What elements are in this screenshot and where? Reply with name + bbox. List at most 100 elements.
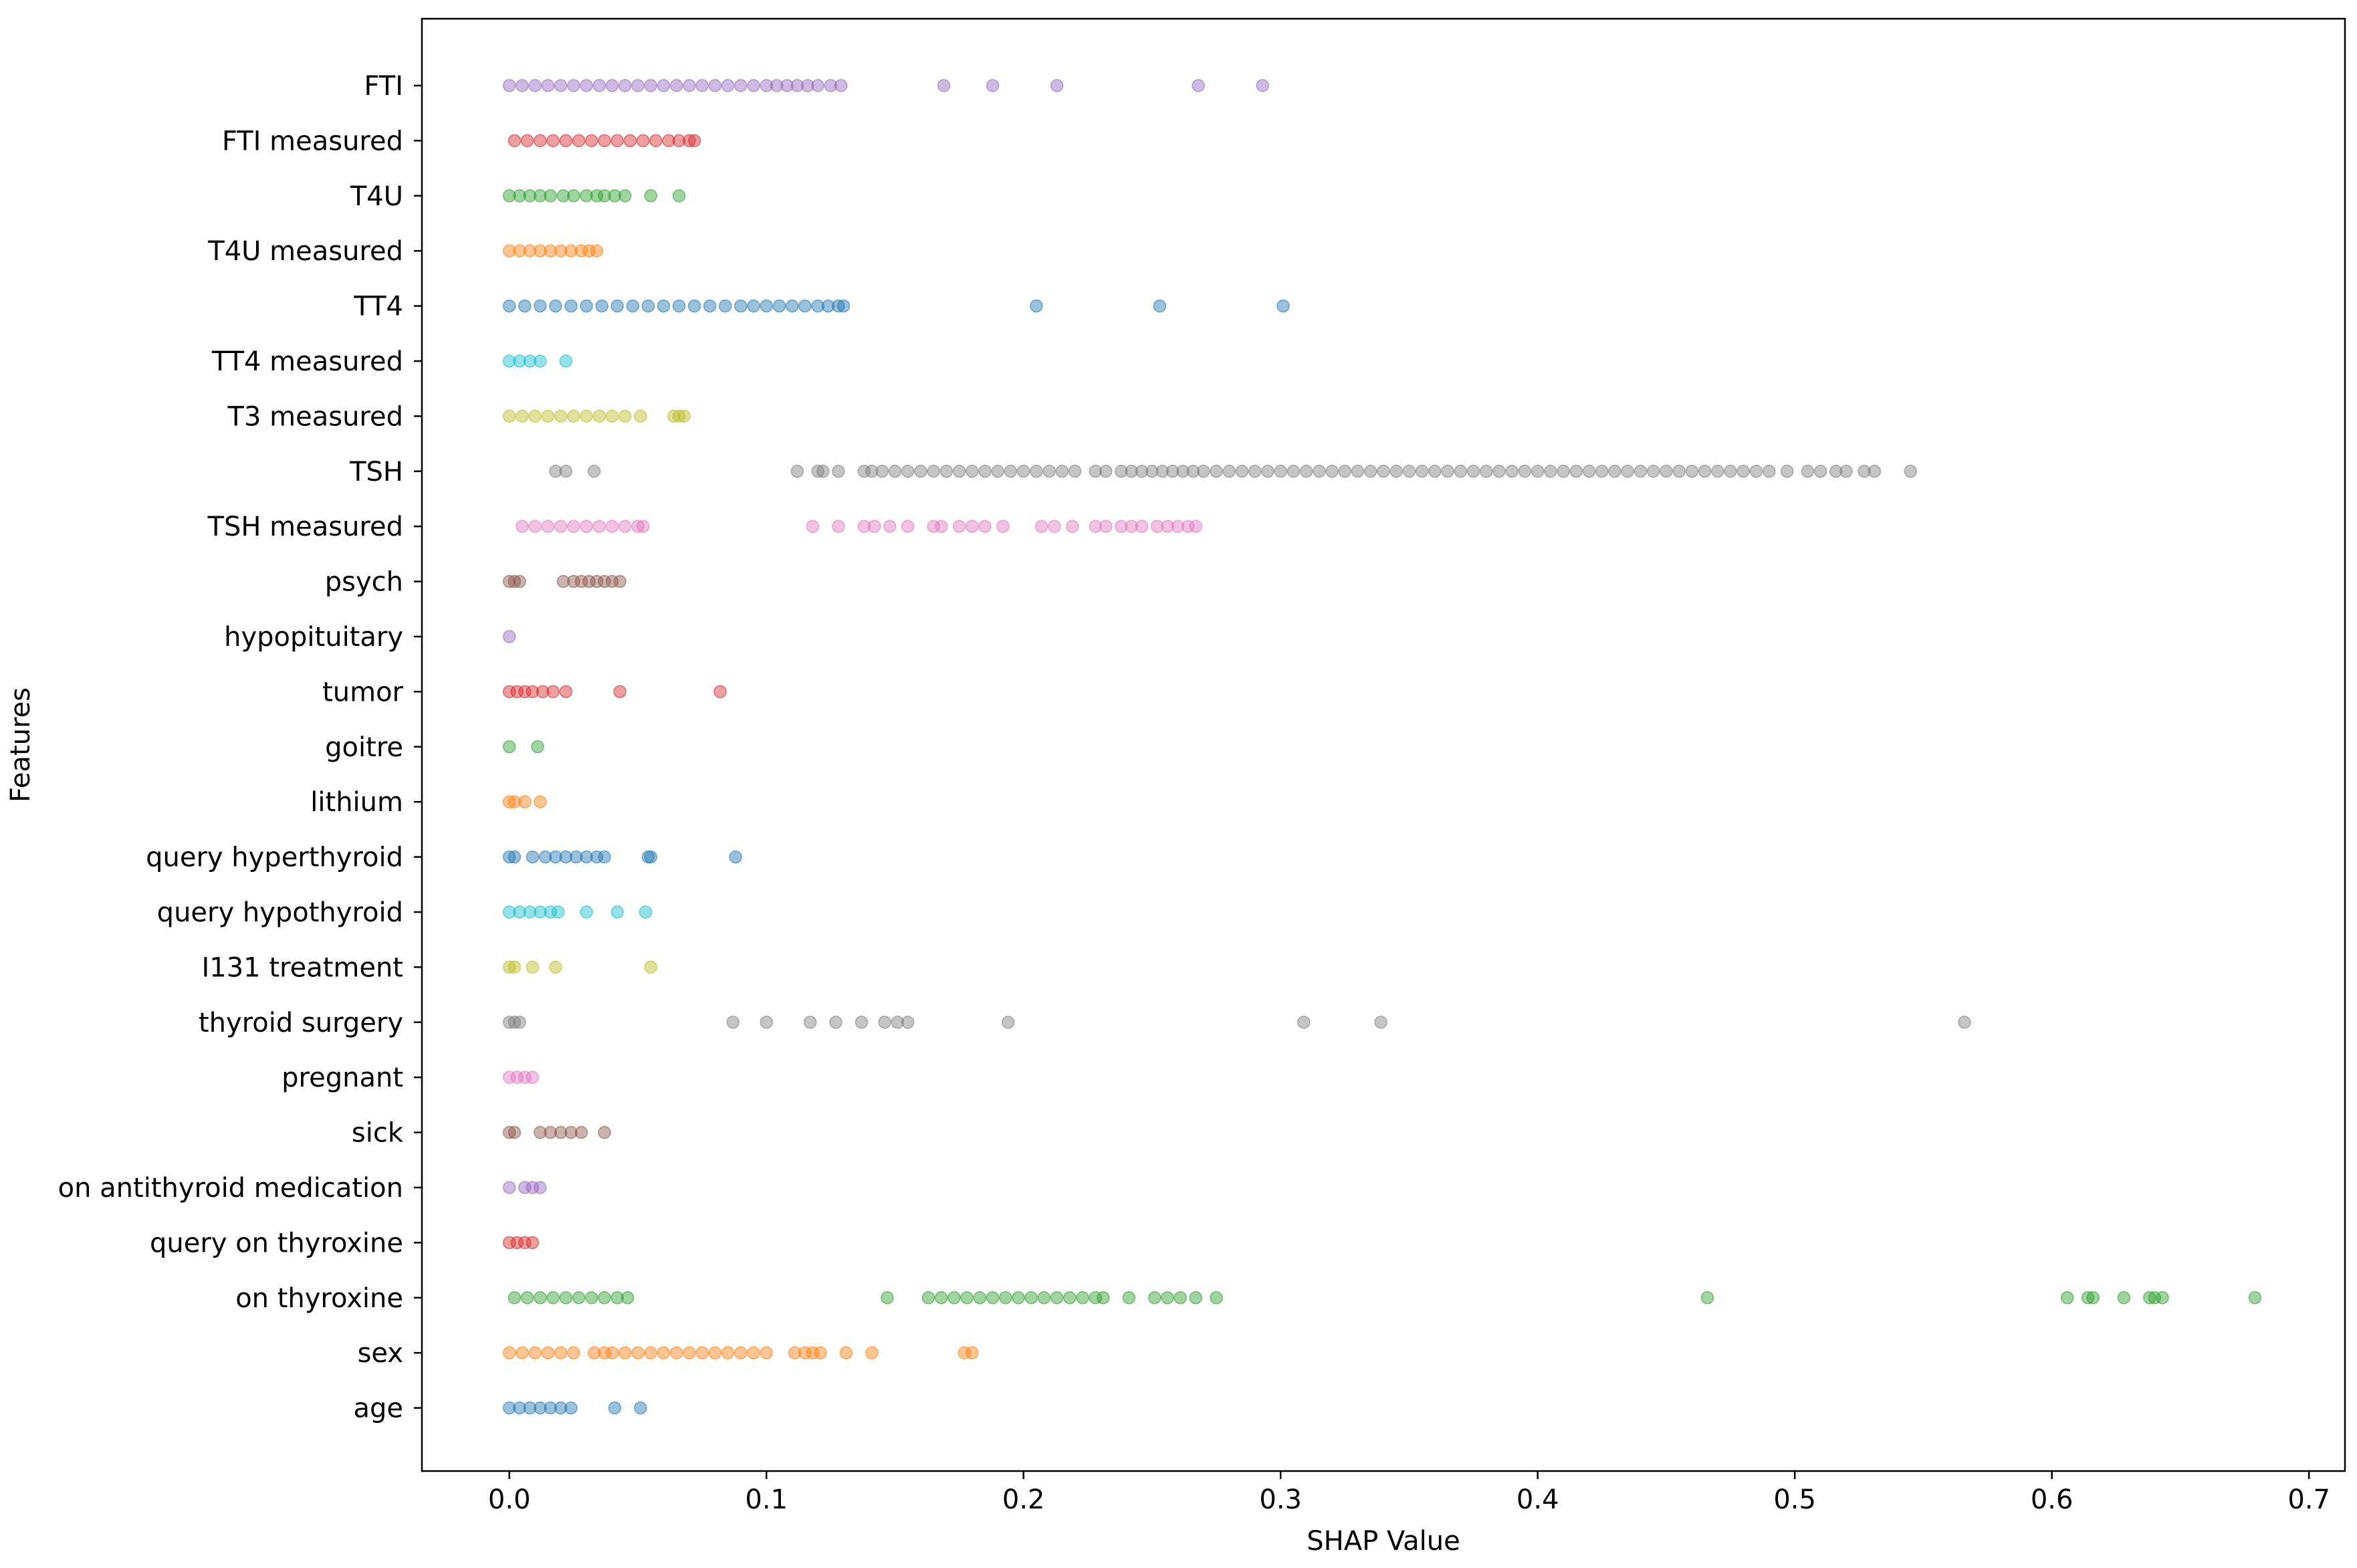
point-thyroid-surgery-10	[901, 1016, 915, 1029]
point-on-thyroxine-30	[1189, 1291, 1203, 1305]
point-fti-32	[1256, 79, 1270, 92]
point-tsh-20	[1016, 465, 1030, 478]
y-tick-label-t3-measured: T3 measured	[227, 401, 403, 432]
point-fti-28	[937, 79, 951, 92]
point-t4u-measured-3	[534, 244, 547, 257]
point-tsh-12	[914, 465, 927, 478]
point-thyroid-surgery-8	[878, 1016, 891, 1029]
point-tumor-8	[713, 685, 727, 699]
point-on-thyroxine-32	[1700, 1291, 1714, 1305]
point-lithium-2	[518, 795, 532, 808]
y-axis-title: Features	[5, 687, 36, 802]
point-tsh-25	[1089, 465, 1103, 478]
point-i131-treatment-2	[526, 960, 540, 974]
point-sex-13	[669, 1346, 683, 1359]
point-tsh-37	[1222, 465, 1236, 478]
point-tt4-22	[821, 299, 835, 313]
point-on-thyroxine-21	[1050, 1291, 1064, 1305]
point-tt4-13	[703, 299, 717, 313]
y-tick-label-sick: sick	[352, 1118, 404, 1149]
point-fti-2	[528, 79, 542, 92]
point-tt4-20	[798, 299, 812, 313]
y-tick-label-tt4-measured: TT4 measured	[211, 346, 403, 377]
point-t4u-2	[523, 189, 537, 203]
point-t4u-11	[618, 189, 632, 203]
point-tsh-63	[1557, 465, 1570, 478]
y-axis: FTI FTI measured T4U T4U measured TT4 TT4 mea…	[58, 71, 422, 1424]
point-tt4-18	[772, 299, 786, 313]
point-t4u-measured-2	[523, 244, 537, 257]
point-tumor-3	[526, 685, 540, 699]
point-sex-28	[966, 1346, 979, 1359]
point-sex-25	[839, 1346, 853, 1359]
point-fti-14	[683, 79, 696, 92]
point-fti-11	[644, 79, 657, 92]
point-tsh-67	[1608, 465, 1621, 478]
point-thyroid-surgery-9	[891, 1016, 905, 1029]
point-tsh-69	[1634, 465, 1648, 478]
point-t3-measured-13	[677, 409, 691, 423]
point-tsh-48	[1364, 465, 1377, 478]
point-tsh-38	[1235, 465, 1249, 478]
point-sex-14	[683, 1346, 696, 1359]
point-t4u-0	[502, 189, 516, 203]
point-tsh-77	[1736, 465, 1751, 478]
point-thyroid-surgery-11	[1001, 1016, 1015, 1029]
point-sick-1	[508, 1125, 522, 1139]
point-age-0	[502, 1401, 516, 1415]
point-tsh-measured-15	[883, 520, 897, 533]
point-sick-7	[598, 1125, 611, 1139]
point-t4u-measured-5	[554, 244, 568, 257]
point-tsh-measured-12	[832, 520, 845, 533]
point-t3-measured-4	[554, 409, 568, 423]
point-tt4-1	[518, 299, 532, 313]
point-t4u-9	[598, 189, 611, 203]
point-on-thyroxine-10	[881, 1291, 894, 1305]
point-pregnant-3	[526, 1071, 540, 1084]
x-axis: 0.0 0.1 0.2 0.3 0.4 0.5 0.6 0.7	[488, 1471, 2330, 1515]
point-t3-measured-8	[605, 409, 619, 423]
point-tsh-80	[1780, 465, 1794, 478]
point-sex-21	[788, 1346, 802, 1359]
point-tsh-measured-31	[1150, 520, 1164, 533]
point-tsh-measured-35	[1189, 520, 1203, 533]
point-fti-0	[502, 79, 516, 92]
x-tick-label-0: 0.0	[488, 1484, 531, 1515]
point-query-hyperthyroid-1	[508, 850, 522, 864]
point-thyroid-surgery-5	[803, 1016, 817, 1029]
point-tt4-23	[832, 299, 845, 313]
chart-marks	[502, 79, 2262, 1415]
point-sex-17	[721, 1346, 735, 1359]
point-tt4-2	[534, 299, 547, 313]
x-tick-label-1: 0.1	[745, 1484, 788, 1515]
point-on-thyroxine-33	[2060, 1291, 2074, 1305]
point-sick-0	[502, 1125, 516, 1139]
point-fti-20	[760, 79, 773, 92]
point-sex-18	[734, 1346, 748, 1359]
point-tsh-13	[927, 465, 940, 478]
point-t4u-7	[580, 189, 593, 203]
point-t4u-measured-9	[590, 244, 604, 257]
point-tsh-measured-28	[1115, 520, 1128, 533]
point-fti-12	[657, 79, 671, 92]
point-fti-measured-6	[585, 134, 598, 148]
y-tick-label-thyroid-surgery: thyroid surgery	[199, 1008, 403, 1038]
point-tsh-33	[1176, 465, 1190, 478]
point-fti-measured-1	[520, 134, 534, 148]
point-fti-measured-0	[508, 134, 522, 148]
point-thyroid-surgery-7	[855, 1016, 869, 1029]
point-tsh-73	[1685, 465, 1699, 478]
point-tt4-17	[760, 299, 773, 313]
point-query-on-thyroxine-3	[526, 1236, 540, 1250]
point-t4u-13	[672, 189, 686, 203]
point-tumor-6	[559, 685, 573, 699]
point-t3-measured-0	[502, 409, 516, 423]
point-t4u-measured-6	[564, 244, 578, 257]
point-tsh-measured-33	[1171, 520, 1185, 533]
point-tsh-measured-16	[901, 520, 915, 533]
point-tsh-31	[1155, 465, 1169, 478]
point-fti-27	[834, 79, 848, 92]
point-query-hyperthyroid-3	[538, 850, 552, 864]
point-fti-23	[790, 79, 804, 92]
